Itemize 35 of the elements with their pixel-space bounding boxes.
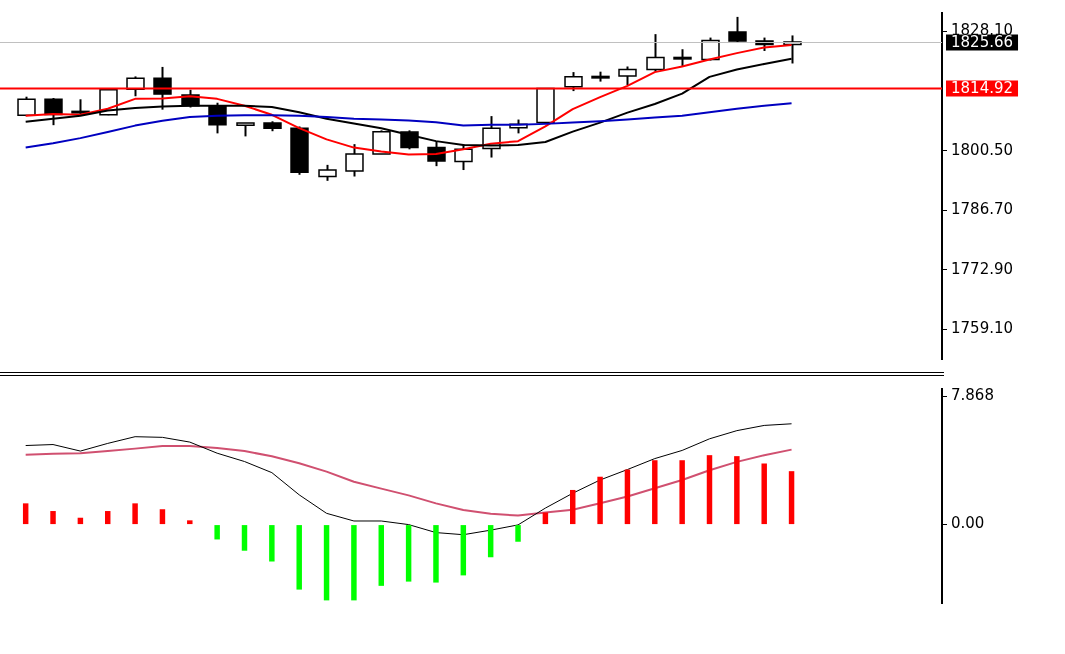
bar [788, 471, 795, 525]
bar [22, 503, 29, 525]
y-tick-label: 1786.70 [951, 200, 1014, 219]
y-tick-label: 1800.50 [951, 140, 1014, 159]
bar [214, 525, 220, 540]
bar [679, 460, 685, 525]
bar [187, 520, 193, 525]
bar [50, 511, 56, 525]
bar [761, 463, 767, 525]
y-tick-label: 1759.10 [951, 319, 1014, 338]
bar [460, 525, 467, 576]
bar [132, 503, 138, 525]
bar [351, 525, 357, 601]
ref-line-label: 1814.92 [951, 79, 1014, 98]
bar [515, 525, 521, 542]
bar [706, 455, 713, 525]
bar [269, 525, 275, 562]
bar [323, 525, 330, 601]
bar [296, 525, 302, 590]
bar [570, 489, 576, 525]
bar [241, 525, 248, 551]
bar [105, 511, 111, 525]
bar [487, 525, 494, 558]
bar [542, 512, 549, 525]
y-tick-label: 1772.90 [951, 259, 1014, 278]
bar [159, 509, 166, 525]
bar [597, 476, 603, 525]
y-tick-label: 0.00 [951, 514, 985, 533]
bar [378, 525, 384, 586]
bar [405, 525, 412, 582]
bar [734, 456, 740, 525]
y-tick-label: 7.868 [951, 385, 994, 404]
bar [433, 525, 439, 583]
bar [624, 469, 631, 525]
bar [652, 460, 658, 525]
